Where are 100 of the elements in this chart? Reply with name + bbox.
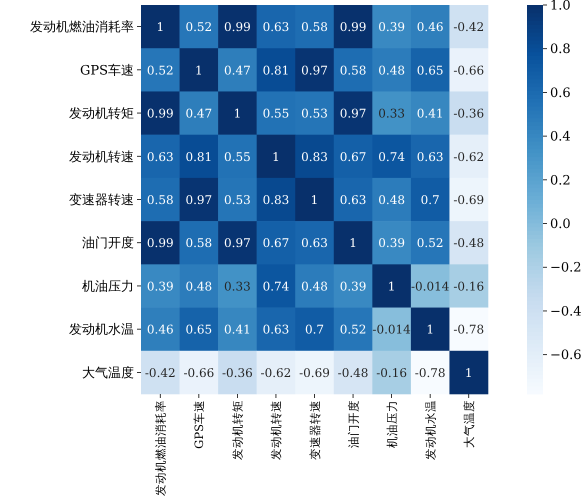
data-label: 0.41 <box>224 322 251 337</box>
color-bar-label: −0.6 <box>550 348 582 364</box>
data-label: 0.47 <box>185 106 212 121</box>
data-label: 0.97 <box>340 106 366 121</box>
data-label: 1 <box>272 150 280 164</box>
color-bar-label: −0.4 <box>550 304 582 320</box>
data-label: 0.99 <box>146 106 174 121</box>
data-label: 0.81 <box>262 63 290 78</box>
data-label: 0.63 <box>301 236 328 250</box>
data-label: -0.69 <box>299 366 330 380</box>
x-tick-label: 机油压力 <box>384 400 399 448</box>
x-tick-label: 大气温度 <box>462 400 476 448</box>
data-label: 0.48 <box>301 279 328 294</box>
y-tick-label: 机油压力 <box>82 279 134 294</box>
data-label: 0.48 <box>378 193 405 207</box>
data-label: -0.16 <box>376 366 407 380</box>
y-tick-label: 发动机水温 <box>69 322 134 338</box>
data-label: -0.48 <box>453 236 484 250</box>
data-label: -0.48 <box>338 366 368 380</box>
data-label: 0.67 <box>262 236 290 250</box>
data-label: 0.39 <box>146 279 174 294</box>
data-label: 1 <box>426 322 434 337</box>
x-tick-label: GPS车速 <box>192 400 206 449</box>
data-label: 0.46 <box>146 322 174 337</box>
data-label: 0.58 <box>146 193 174 207</box>
data-label: 0.39 <box>340 279 366 294</box>
y-tick-label: 油门开度 <box>82 235 134 252</box>
data-label: 0.55 <box>224 150 251 164</box>
data-label: 0.97 <box>301 63 328 78</box>
color-bar-label: 0.4 <box>550 130 571 145</box>
data-label: 0.63 <box>146 150 174 164</box>
data-label: 0.74 <box>262 279 290 294</box>
data-label: 0.41 <box>416 106 444 121</box>
data-label: 1 <box>464 366 473 380</box>
data-label: 0.65 <box>416 63 444 78</box>
data-label: 0.52 <box>416 236 444 250</box>
y-tick-label: 发动机转矩 <box>69 106 134 122</box>
color-bar-label: −0.2 <box>550 260 582 276</box>
data-label: 0.39 <box>378 20 405 34</box>
data-label: 0.55 <box>262 106 290 121</box>
data-label: 0.63 <box>262 322 290 337</box>
color-bar-label: 0.6 <box>550 86 571 101</box>
data-label: 0.99 <box>224 20 251 34</box>
data-label: -0.42 <box>453 20 484 34</box>
data-label: -0.36 <box>222 366 253 380</box>
data-label: 0.58 <box>185 236 212 250</box>
x-tick-label: 发动机水温 <box>423 400 438 460</box>
x-tick-label: 发动机转矩 <box>230 400 245 460</box>
x-tick-label: 发动机转速 <box>269 400 284 460</box>
x-tick-label: 油门开度 <box>346 400 360 448</box>
data-label: 0.7 <box>420 193 440 207</box>
data-label: 0.33 <box>224 279 251 294</box>
data-label: -0.66 <box>183 366 214 380</box>
data-label: 0.63 <box>416 150 444 164</box>
data-label: -0.78 <box>414 366 446 380</box>
data-label: 0.74 <box>378 150 406 164</box>
data-label: 0.63 <box>262 20 290 34</box>
data-label: -0.69 <box>453 193 484 207</box>
data-label: 0.53 <box>224 193 251 207</box>
y-tick-label: 发动机转速 <box>69 150 134 165</box>
data-label: 0.33 <box>378 106 405 121</box>
data-label: 0.83 <box>301 150 328 164</box>
data-label: 0.97 <box>224 236 251 250</box>
data-label: 0.52 <box>340 322 366 337</box>
data-label: 0.63 <box>340 193 366 207</box>
data-label: 0.97 <box>185 193 212 207</box>
x-tick-label: 变速器转速 <box>308 400 322 460</box>
data-label: -0.42 <box>144 366 176 380</box>
data-label: 0.99 <box>146 236 174 250</box>
color-bar-label: 0.2 <box>550 173 571 188</box>
data-label: -0.36 <box>453 106 484 121</box>
color-bar-label: 1.0 <box>550 0 571 14</box>
data-label: 1 <box>349 236 357 250</box>
data-label: 1 <box>234 106 242 121</box>
data-label: 1 <box>195 63 203 78</box>
data-label: -0.16 <box>453 279 484 294</box>
data-label: 0.65 <box>185 322 212 337</box>
data-label: 0.46 <box>416 20 444 34</box>
data-label: 0.58 <box>340 63 366 78</box>
data-label: -0.62 <box>453 150 484 164</box>
data-label: 0.48 <box>185 279 212 294</box>
data-label: -0.62 <box>260 366 292 380</box>
data-label: 1 <box>388 279 396 294</box>
y-tick-label: GPS车速 <box>80 63 134 78</box>
y-tick-label: 大气温度 <box>82 364 134 381</box>
data-label: 0.99 <box>340 20 366 34</box>
data-label: 0.7 <box>304 322 324 337</box>
data-label: -0.66 <box>453 63 484 78</box>
data-label: -0.78 <box>453 322 484 337</box>
data-label: -0.014 <box>410 279 450 294</box>
data-label: 0.47 <box>224 63 251 78</box>
data-label: 1 <box>156 20 164 34</box>
data-label: 0.52 <box>146 63 174 78</box>
data-label: 0.67 <box>340 150 366 164</box>
data-label: 0.83 <box>262 193 290 207</box>
color-bar-label: 0.0 <box>550 217 571 232</box>
color-bar-label: 0.8 <box>550 42 571 58</box>
data-label: 1 <box>310 193 318 207</box>
y-tick-label: 发动机燃油消耗率 <box>30 19 134 36</box>
y-tick-label: 变速器转速 <box>69 193 134 208</box>
